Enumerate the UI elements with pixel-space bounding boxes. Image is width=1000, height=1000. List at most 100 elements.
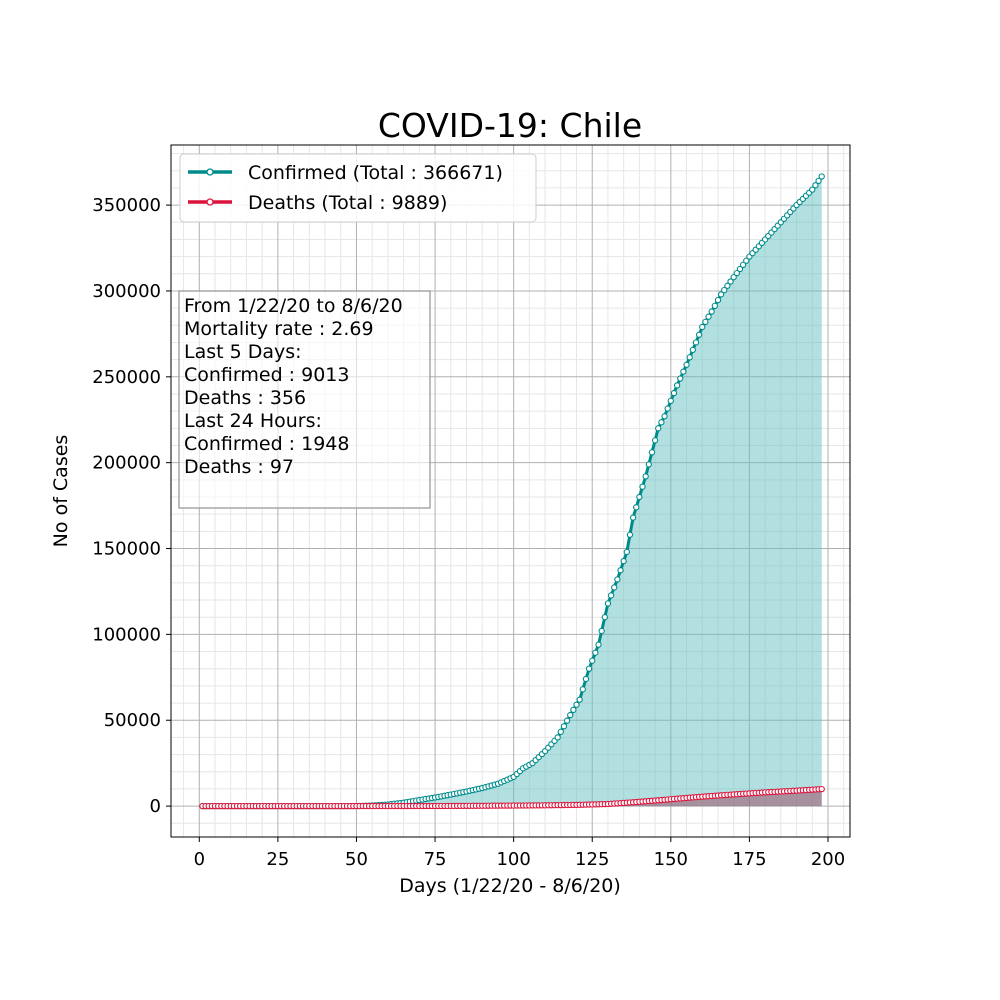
data-point-series-0 (636, 493, 643, 501)
data-point-series-0 (648, 449, 656, 456)
data-point-series-0 (567, 711, 574, 719)
summary-last-5-days-confirmed: Confirmed : 9013 (184, 364, 349, 386)
summary-last-24-hours-deaths: Deaths : 97 (184, 456, 294, 478)
data-point-series-0 (730, 274, 737, 281)
data-point-series-0 (614, 576, 621, 583)
x-tick-label: 150 (654, 849, 688, 870)
data-point-series-0 (714, 296, 722, 304)
chart-title: COVID-19: Chile (378, 106, 642, 145)
y-axis-label: No of Cases (50, 435, 72, 548)
data-point-series-0 (683, 361, 690, 368)
summary-box (178, 290, 431, 509)
data-point-series-0 (743, 257, 750, 264)
legend-confirmed-marker (206, 168, 214, 176)
legend-box (179, 153, 537, 223)
data-point-series-0 (661, 413, 668, 420)
summary-annotation: From 1/22/20 to 8/6/20 Mortality rate : … (178, 290, 431, 509)
data-point-series-0 (739, 261, 747, 269)
data-point-series-0 (626, 531, 634, 538)
data-point-series-0 (595, 641, 602, 648)
data-point-series-0 (611, 584, 618, 591)
data-point-series-0 (573, 701, 580, 708)
data-point-series-0 (639, 483, 646, 490)
y-tick-label: 0 (150, 796, 161, 817)
legend: Confirmed (Total : 366671) Deaths (Total… (179, 153, 537, 223)
y-tick-label: 300000 (92, 281, 161, 302)
data-point-series-0 (736, 265, 744, 273)
data-point-series-0 (727, 278, 734, 285)
data-point-series-0 (620, 557, 627, 565)
data-point-series-0 (592, 649, 599, 656)
data-point-series-0 (689, 346, 696, 354)
data-point-series-0 (717, 291, 725, 298)
data-point-series-0 (809, 186, 816, 193)
data-point-series-0 (686, 354, 693, 361)
legend-deaths-marker (206, 198, 214, 206)
data-point-series-0 (633, 504, 640, 511)
data-point-series-0 (812, 182, 819, 189)
data-point-series-0 (733, 269, 740, 277)
summary-last-5-days-heading: Last 5 Days: (184, 341, 302, 363)
data-point-series-0 (818, 173, 825, 180)
data-point-series-0 (651, 437, 659, 444)
data-point-series-0 (699, 323, 706, 331)
summary-last-24-hours-confirmed: Confirmed : 1948 (184, 433, 349, 455)
data-point-series-0 (664, 405, 671, 412)
data-point-series-0 (557, 728, 564, 735)
data-point-series-0 (585, 665, 593, 672)
data-point-series-0 (705, 313, 712, 320)
data-point-series-0 (680, 368, 687, 375)
data-point-series-0 (563, 717, 571, 724)
data-point-series-0 (629, 514, 637, 521)
legend-confirmed-label: Confirmed (Total : 366671) (248, 162, 503, 184)
data-point-series-0 (695, 331, 703, 338)
data-point-series-0 (582, 675, 590, 683)
data-point-series-0 (579, 686, 586, 693)
data-point-series-0 (667, 397, 674, 404)
data-point-series-0 (677, 375, 684, 382)
x-tick-label: 125 (575, 849, 609, 870)
data-point-series-0 (692, 339, 700, 346)
data-point-series-0 (623, 548, 630, 556)
y-tick-label: 250000 (92, 367, 161, 388)
data-point-series-0 (576, 696, 583, 703)
series-markers (199, 173, 825, 810)
x-tick-label: 200 (811, 849, 845, 870)
summary-mortality-rate: Mortality rate : 2.69 (184, 318, 374, 340)
data-point-series-0 (642, 473, 649, 480)
data-point-series-0 (604, 600, 612, 607)
data-point-series-0 (655, 425, 662, 432)
x-tick-label: 25 (266, 849, 289, 870)
x-tick-label: 75 (424, 849, 447, 870)
data-point-series-0 (645, 461, 652, 468)
data-point-series-0 (670, 389, 678, 397)
data-point-series-0 (607, 592, 615, 599)
y-tick-label: 150000 (92, 539, 161, 560)
summary-last-24-hours-heading: Last 24 Hours: (184, 410, 322, 432)
data-point-series-0 (721, 286, 728, 294)
data-point-series-0 (589, 657, 596, 664)
data-point-series-0 (554, 734, 561, 741)
summary-date-range: From 1/22/20 to 8/6/20 (184, 295, 403, 317)
summary-last-5-days-deaths: Deaths : 356 (184, 387, 306, 409)
data-point-series-0 (724, 282, 731, 289)
y-tick-label: 100000 (92, 624, 161, 645)
plot-frame (170, 144, 851, 838)
data-point-series-0 (617, 567, 624, 574)
y-tick-label: 350000 (92, 195, 161, 216)
x-axis-label: Days (1/22/20 - 8/6/20) (399, 875, 621, 897)
area-fill-series-0 (202, 176, 822, 807)
data-point-series-0 (560, 723, 568, 730)
x-tick-label: 175 (732, 849, 766, 870)
data-point-series-0 (711, 302, 718, 309)
data-point-series-0 (598, 627, 605, 635)
data-point-series-0 (815, 177, 822, 185)
x-tick-label: 0 (194, 849, 205, 870)
x-tick-label: 100 (496, 849, 530, 870)
data-point-series-0 (708, 308, 715, 315)
data-point-series-0 (702, 318, 709, 326)
data-point-series-1 (818, 785, 825, 793)
axis-ticks: 0 25 50 75 100 125 150 175 200 0 50000 100000 150000… (92, 195, 845, 870)
y-tick-label: 200000 (92, 453, 161, 474)
